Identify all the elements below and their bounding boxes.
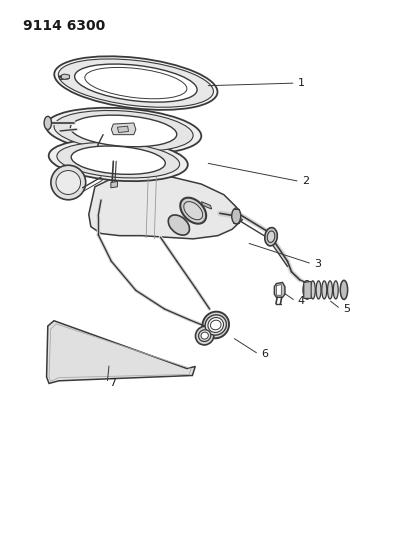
Ellipse shape <box>51 165 85 200</box>
Text: 6: 6 <box>261 349 268 359</box>
Text: 1: 1 <box>298 78 305 88</box>
Polygon shape <box>274 282 285 297</box>
Text: 4: 4 <box>298 296 305 306</box>
Ellipse shape <box>57 142 180 178</box>
Ellipse shape <box>333 281 338 299</box>
Polygon shape <box>111 181 118 188</box>
Polygon shape <box>304 281 311 298</box>
Polygon shape <box>201 201 212 209</box>
Ellipse shape <box>265 228 277 246</box>
Ellipse shape <box>232 208 241 224</box>
Ellipse shape <box>70 115 177 147</box>
Text: 5: 5 <box>343 304 350 314</box>
Polygon shape <box>61 74 69 79</box>
Ellipse shape <box>203 312 229 338</box>
Ellipse shape <box>44 116 51 130</box>
Ellipse shape <box>267 231 275 243</box>
Ellipse shape <box>58 59 213 107</box>
Ellipse shape <box>168 215 189 235</box>
Ellipse shape <box>71 146 165 174</box>
Polygon shape <box>118 126 129 133</box>
Text: 9114 6300: 9114 6300 <box>23 19 106 33</box>
Ellipse shape <box>303 280 311 299</box>
Ellipse shape <box>316 281 321 299</box>
Ellipse shape <box>199 330 211 342</box>
Ellipse shape <box>46 108 201 154</box>
Polygon shape <box>111 123 136 135</box>
Ellipse shape <box>328 281 332 299</box>
Text: 3: 3 <box>314 259 321 269</box>
Ellipse shape <box>54 56 217 110</box>
Ellipse shape <box>75 64 197 102</box>
Ellipse shape <box>208 318 224 333</box>
Ellipse shape <box>310 281 315 299</box>
Ellipse shape <box>49 139 188 181</box>
Ellipse shape <box>201 332 208 339</box>
Text: 7: 7 <box>109 378 116 389</box>
Ellipse shape <box>184 201 203 220</box>
Ellipse shape <box>180 198 206 224</box>
Ellipse shape <box>322 281 327 299</box>
Ellipse shape <box>340 280 348 300</box>
Ellipse shape <box>196 326 214 345</box>
Ellipse shape <box>56 171 81 195</box>
Text: 2: 2 <box>302 176 309 187</box>
Ellipse shape <box>205 315 226 335</box>
Polygon shape <box>46 321 195 383</box>
Polygon shape <box>276 285 281 295</box>
Ellipse shape <box>54 110 193 151</box>
Polygon shape <box>89 175 242 239</box>
